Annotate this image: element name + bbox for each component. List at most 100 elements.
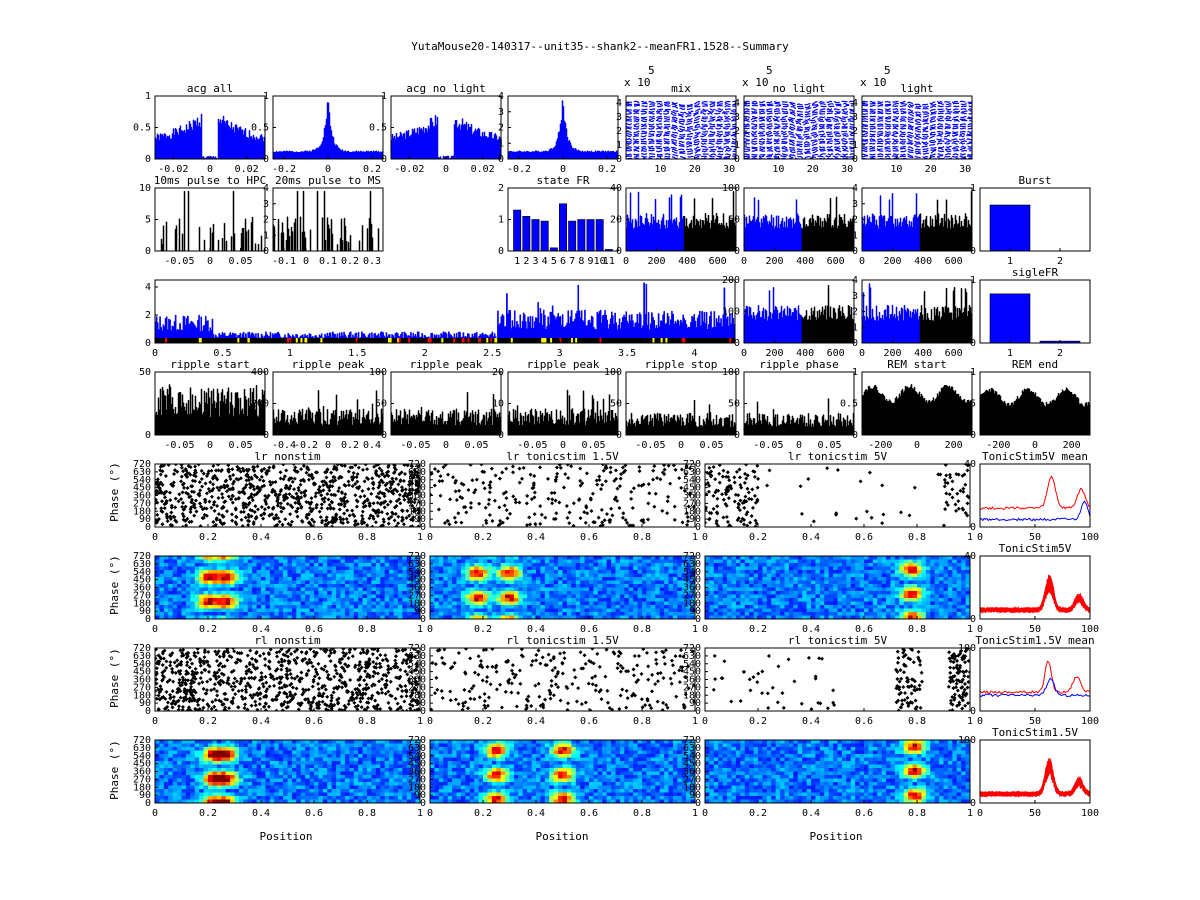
heatmap-cell	[864, 587, 869, 592]
spike-marker	[165, 515, 170, 520]
heatmap-cell	[890, 573, 896, 578]
heatmap-cell	[384, 559, 390, 564]
category-bar	[989, 293, 1031, 343]
x-tick-label: -0.05	[517, 440, 547, 451]
heatmap-cell	[677, 608, 683, 613]
heatmap-cell	[358, 566, 363, 571]
heatmap-cell	[549, 584, 555, 588]
heatmap-cell	[522, 587, 528, 592]
heatmap-cell	[331, 587, 337, 592]
heatmap-cell	[190, 556, 196, 560]
heatmap-cell	[522, 584, 528, 588]
spike-marker	[155, 491, 159, 496]
y-tick-label: 270	[133, 590, 151, 601]
spike-marker	[417, 464, 420, 468]
spike-marker	[322, 496, 327, 501]
heatmap-cell	[278, 605, 284, 609]
waveform-trace	[626, 115, 736, 122]
state-marker	[478, 338, 481, 343]
heatmap-cell	[177, 598, 182, 602]
heatmap-cell	[483, 577, 488, 581]
heatmap-cell	[269, 591, 275, 595]
heatmap-cell	[650, 584, 656, 588]
spike-marker	[252, 510, 257, 515]
heatmap-cell	[659, 556, 665, 560]
heatmap-cell	[749, 573, 754, 578]
heatmap-cell	[322, 584, 328, 588]
heatmap-cell	[505, 573, 510, 578]
spike-marker	[212, 508, 217, 513]
heatmap-cell	[452, 598, 457, 602]
heatmap-cell	[380, 594, 386, 599]
spike-marker	[281, 464, 286, 467]
spike-marker	[711, 464, 716, 469]
heatmap-cell	[731, 570, 737, 574]
spike-marker	[716, 523, 721, 527]
spike-marker	[329, 470, 334, 475]
y-tick-label: 90	[139, 514, 151, 525]
spike-marker	[721, 497, 726, 502]
heatmap-cell	[278, 556, 284, 560]
spike-marker	[607, 520, 612, 525]
heatmap-cell	[487, 601, 493, 606]
heatmap-cell	[389, 570, 394, 574]
heatmap-cell	[646, 591, 652, 595]
heatmap-cell	[921, 570, 927, 574]
spike-marker	[524, 501, 529, 506]
figure-title: YutaMouse20-140317--unit35--shank2--mean…	[411, 40, 789, 53]
spike-marker	[487, 497, 492, 502]
heatmap-cell	[203, 612, 209, 616]
spike-marker	[414, 479, 419, 484]
heatmap-cell	[771, 559, 777, 564]
heatmap-cell	[606, 608, 612, 613]
heatmap-cell	[837, 570, 843, 574]
spike-marker	[353, 464, 358, 468]
heatmap-cell	[252, 577, 257, 581]
heatmap-cell	[668, 570, 674, 574]
spike-marker	[302, 494, 307, 499]
plot-area	[862, 384, 972, 435]
y-tick-label: 2	[852, 126, 858, 137]
x-tick-label: 4	[692, 348, 698, 359]
heatmap-cell	[628, 605, 634, 609]
heatmap-cell	[659, 594, 665, 599]
heatmap-cell	[859, 573, 865, 578]
heatmap-cell	[611, 612, 616, 616]
heatmap-cell	[309, 605, 315, 609]
heatmap-cell	[611, 584, 616, 588]
heatmap-cell	[340, 563, 346, 567]
heatmap-cell	[371, 559, 377, 564]
heatmap-cell	[367, 566, 372, 571]
spike-marker	[729, 486, 734, 491]
spike-marker	[708, 474, 713, 479]
x-tick-label: 10	[654, 164, 666, 175]
heatmap-cell	[362, 566, 368, 571]
heatmap-cell	[300, 580, 306, 585]
heatmap-cell	[358, 570, 363, 574]
heatmap-cell	[397, 598, 403, 602]
y-tick-label: 10	[492, 399, 504, 410]
x-tick-label: 0	[859, 256, 865, 267]
y-tick-label: 0.5	[251, 123, 269, 134]
heatmap-cell	[172, 563, 178, 567]
heatmap-cell	[238, 559, 244, 564]
heatmap-cell	[740, 563, 746, 567]
heatmap-cell	[194, 587, 200, 592]
heatmap-cell	[877, 577, 883, 581]
heatmap-cell	[628, 559, 634, 564]
state-marker	[237, 338, 240, 343]
heatmap-cell	[815, 573, 821, 578]
waveform-trace	[862, 117, 972, 124]
heatmap-cell	[731, 587, 737, 592]
heatmap-cell	[496, 570, 502, 574]
heatmap-cell	[291, 580, 297, 585]
heatmap-cell	[491, 594, 497, 599]
y-tick-label: 1	[852, 322, 858, 333]
heatmap-cell	[722, 577, 728, 581]
heatmap-cell	[681, 587, 687, 592]
heatmap-cell	[527, 577, 532, 581]
spike-marker	[867, 470, 872, 475]
heatmap-cell	[917, 584, 922, 588]
spike-marker	[344, 517, 349, 522]
heatmap-cell	[397, 584, 403, 588]
